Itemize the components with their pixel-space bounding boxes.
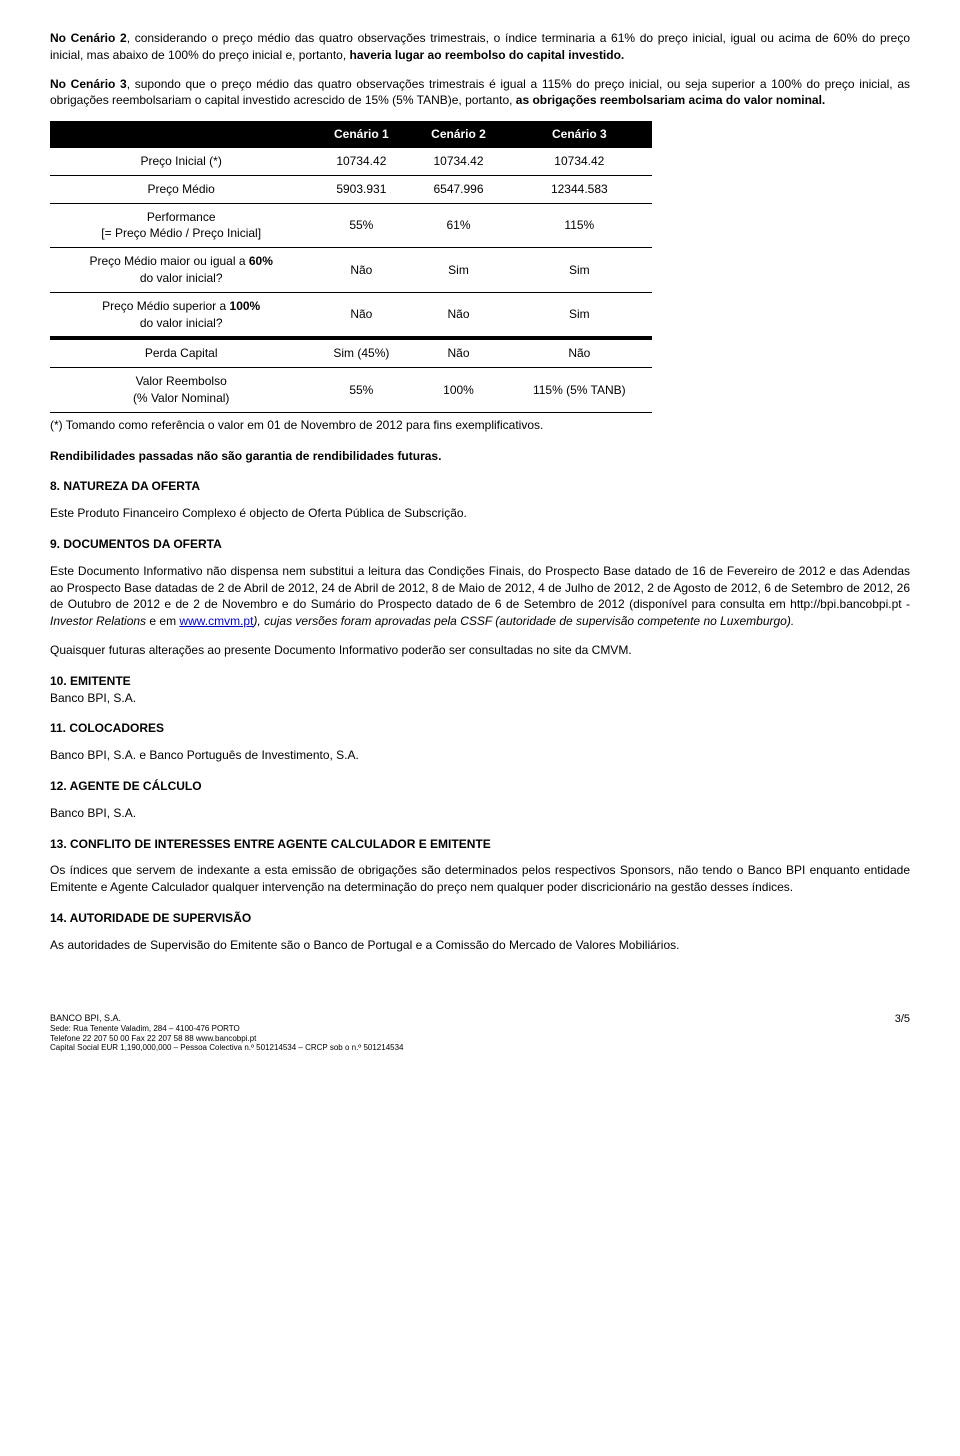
row-val: Não (410, 338, 506, 367)
table-row: Valor Reembolso (% Valor Nominal) 55% 10… (50, 368, 652, 413)
scenarios-table: Cenário 1 Cenário 2 Cenário 3 Preço Inic… (50, 121, 652, 413)
row-val: Sim (410, 248, 506, 293)
header-c1: Cenário 1 (312, 121, 410, 148)
row-label: Performance [= Preço Médio / Preço Inici… (50, 203, 312, 248)
table-row: Preço Médio maior ou igual a 60% do valo… (50, 248, 652, 293)
page-footer: 3/5 BANCO BPI, S.A. Sede: Rua Tenente Va… (50, 1013, 910, 1053)
table-row: Perda Capital Sim (45%) Não Não (50, 338, 652, 367)
table-row: Preço Inicial (*) 10734.42 10734.42 1073… (50, 148, 652, 175)
row-val: 12344.583 (507, 175, 652, 203)
row-val: 10734.42 (312, 148, 410, 175)
paragraph-scenario3: No Cenário 3, supondo que o preço médio … (50, 76, 910, 110)
section-11-title: 11. COLOCADORES (50, 720, 910, 737)
scenario2-label: No Cenário 2 (50, 31, 127, 45)
row-label: Valor Reembolso (% Valor Nominal) (50, 368, 312, 413)
header-c2: Cenário 2 (410, 121, 506, 148)
header-empty (50, 121, 312, 148)
paragraph-scenario2: No Cenário 2, considerando o preço médio… (50, 30, 910, 64)
row-val: 10734.42 (507, 148, 652, 175)
row-label: Preço Médio superior a 100% do valor ini… (50, 292, 312, 338)
row-val: Sim (45%) (312, 338, 410, 367)
cmvm-link[interactable]: www.cmvm.pt (179, 614, 253, 628)
row-val: Não (507, 338, 652, 367)
header-c3: Cenário 3 (507, 121, 652, 148)
section-13-title: 13. CONFLITO DE INTERESSES ENTRE AGENTE … (50, 836, 910, 853)
row-val: 100% (410, 368, 506, 413)
section-11-body: Banco BPI, S.A. e Banco Português de Inv… (50, 747, 910, 764)
row-val: 6547.996 (410, 175, 506, 203)
rendibilidades-warning: Rendibilidades passadas não são garantia… (50, 448, 910, 465)
row-val: Sim (507, 248, 652, 293)
table-row: Preço Médio superior a 100% do valor ini… (50, 292, 652, 338)
scenario2-conclusion: haveria lugar ao reembolso do capital in… (350, 48, 625, 62)
footer-line3: Telefone 22 207 50 00 Fax 22 207 58 88 w… (50, 1034, 910, 1044)
table-footnote: (*) Tomando como referência o valor em 0… (50, 417, 910, 434)
row-val: 55% (312, 368, 410, 413)
row-val: 115% (5% TANB) (507, 368, 652, 413)
section-10-body: Banco BPI, S.A. (50, 690, 910, 707)
row-val: 115% (507, 203, 652, 248)
table-row: Performance [= Preço Médio / Preço Inici… (50, 203, 652, 248)
row-label: Preço Médio maior ou igual a 60% do valo… (50, 248, 312, 293)
section-9-body: Este Documento Informativo não dispensa … (50, 563, 910, 630)
section-14-title: 14. AUTORIDADE DE SUPERVISÃO (50, 910, 910, 927)
row-label: Preço Médio (50, 175, 312, 203)
section-8-title: 8. NATUREZA DA OFERTA (50, 478, 910, 495)
section-9-body2: Quaisquer futuras alterações ao presente… (50, 642, 910, 659)
section-8-body: Este Produto Financeiro Complexo é objec… (50, 505, 910, 522)
section-13-body: Os índices que servem de indexante a est… (50, 862, 910, 896)
scenario3-conclusion: as obrigações reembolsariam acima do val… (516, 93, 825, 107)
table-header-row: Cenário 1 Cenário 2 Cenário 3 (50, 121, 652, 148)
section-14-body: As autoridades de Supervisão do Emitente… (50, 937, 910, 954)
row-val: Sim (507, 292, 652, 338)
section-12-body: Banco BPI, S.A. (50, 805, 910, 822)
section-10-title: 10. EMITENTE (50, 673, 910, 690)
footer-line2: Sede: Rua Tenente Valadim, 284 – 4100-47… (50, 1024, 910, 1034)
footer-line1: BANCO BPI, S.A. (50, 1013, 910, 1024)
row-val: 55% (312, 203, 410, 248)
row-val: 61% (410, 203, 506, 248)
row-val: Não (312, 248, 410, 293)
row-label: Perda Capital (50, 338, 312, 367)
row-val: Não (410, 292, 506, 338)
section-9-title: 9. DOCUMENTOS DA OFERTA (50, 536, 910, 553)
table-row: Preço Médio 5903.931 6547.996 12344.583 (50, 175, 652, 203)
row-val: 10734.42 (410, 148, 506, 175)
page-number: 3/5 (895, 1013, 910, 1026)
row-val: Não (312, 292, 410, 338)
footer-line4: Capital Social EUR 1,190,000,000 – Pesso… (50, 1043, 910, 1053)
scenario3-label: No Cenário 3 (50, 77, 127, 91)
row-val: 5903.931 (312, 175, 410, 203)
row-label: Preço Inicial (*) (50, 148, 312, 175)
section-12-title: 12. AGENTE DE CÁLCULO (50, 778, 910, 795)
